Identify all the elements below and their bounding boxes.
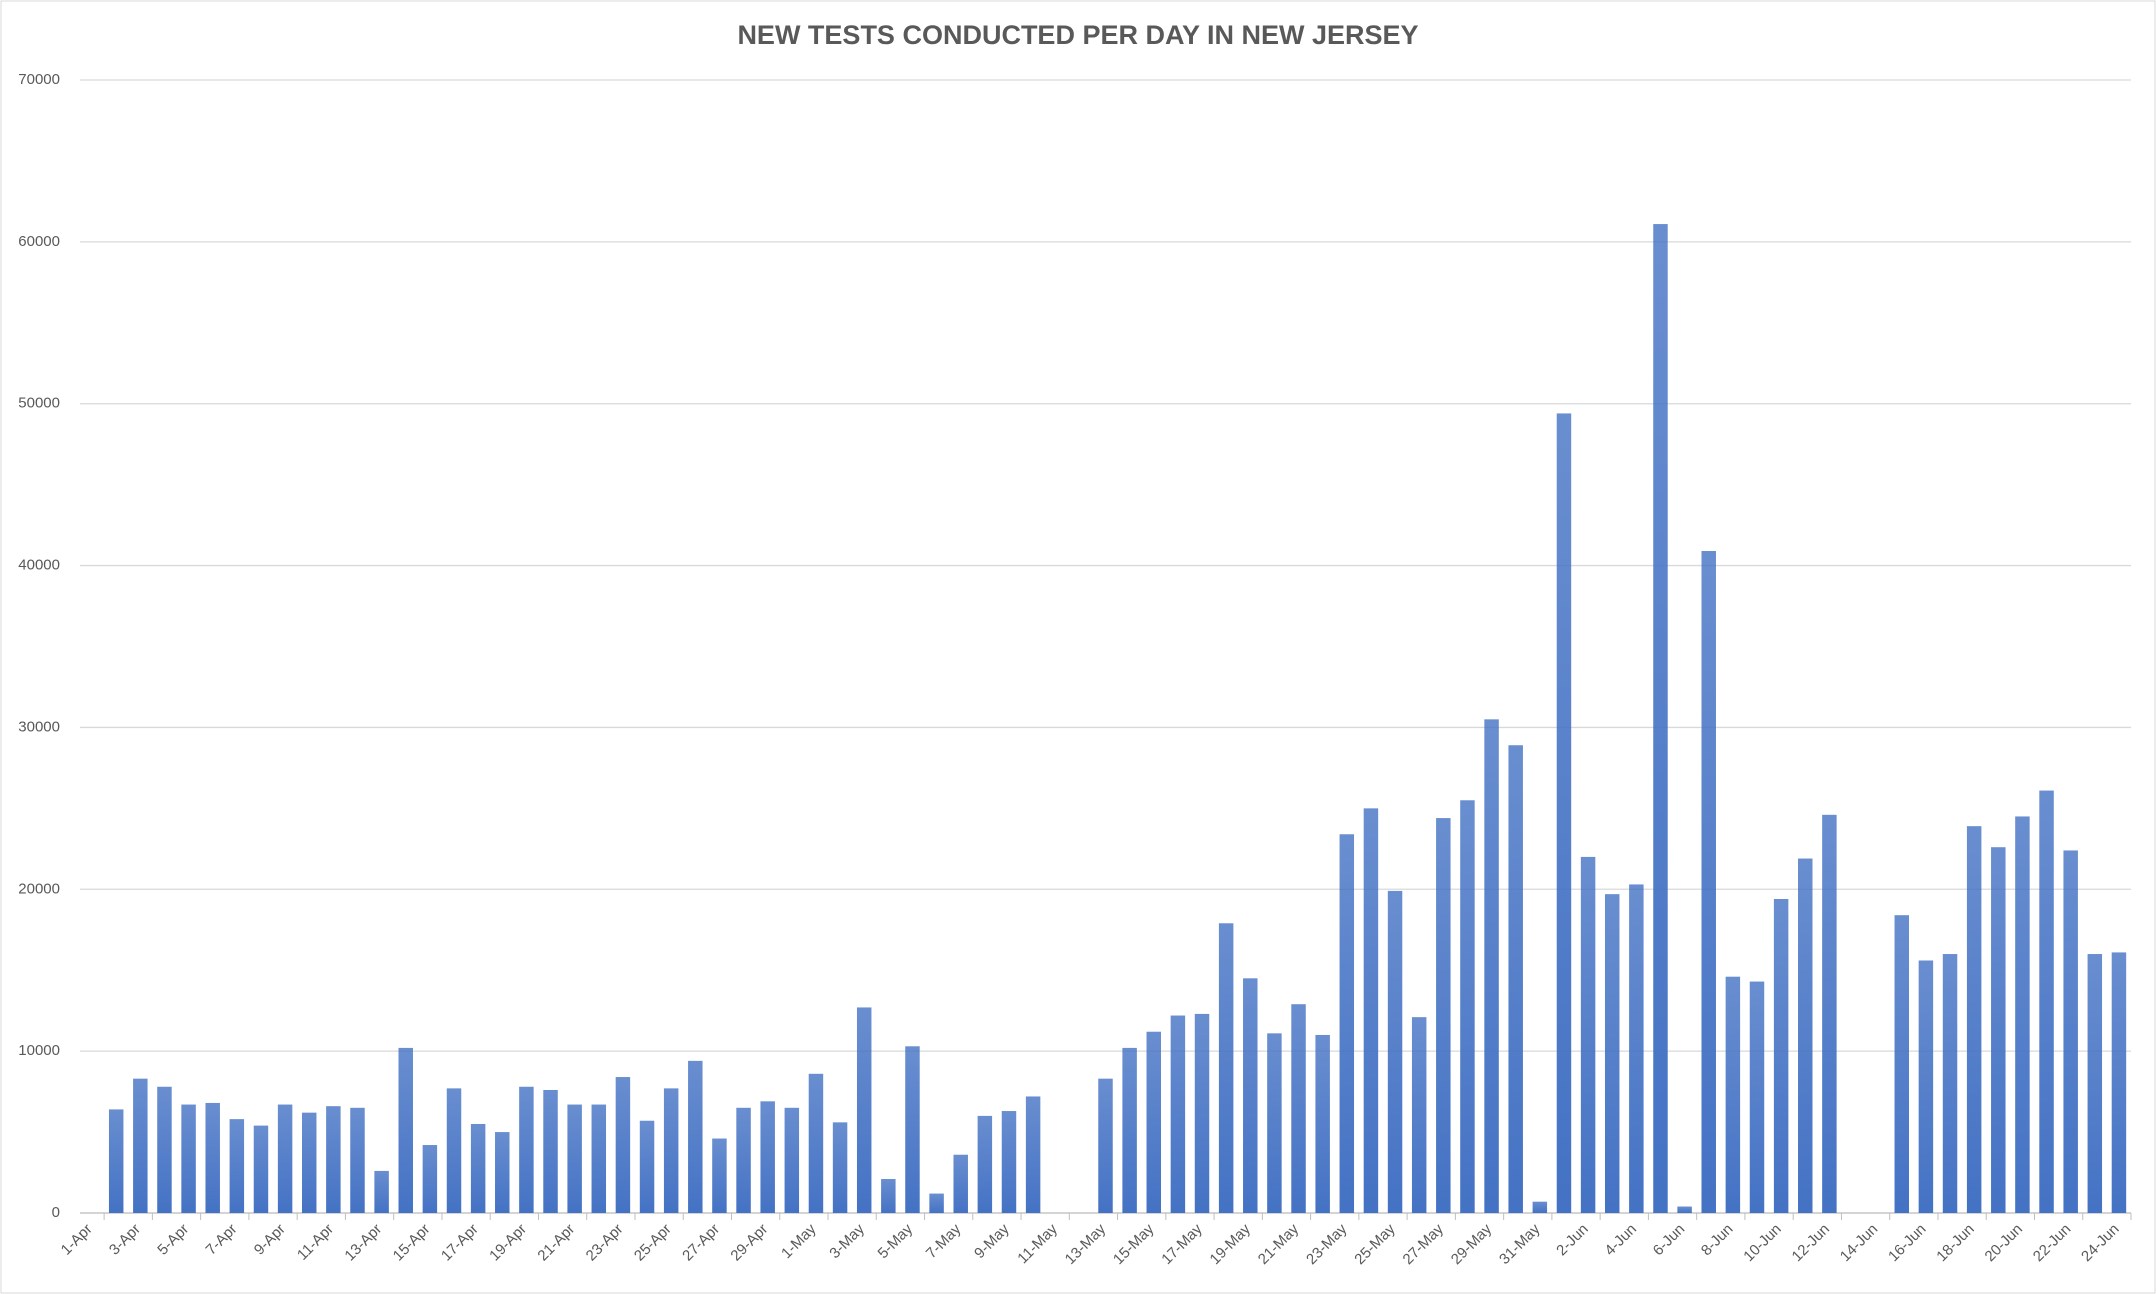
- bar: [108, 1109, 124, 1213]
- bar: [1315, 1034, 1330, 1213]
- bar: [1556, 413, 1572, 1213]
- y-tick-label: 70000: [18, 71, 60, 88]
- bar: [1749, 981, 1765, 1213]
- y-tick-label: 60000: [18, 233, 60, 250]
- y-tick-label: 10000: [18, 1042, 60, 1059]
- bar: [1677, 1206, 1692, 1213]
- bar: [1411, 1017, 1427, 1213]
- bar: [1243, 978, 1258, 1213]
- bar: [1894, 915, 1910, 1213]
- bar: [1484, 719, 1499, 1213]
- bar: [1387, 890, 1403, 1213]
- bar: [205, 1102, 220, 1213]
- y-tick-label: 50000: [18, 395, 60, 412]
- bar: [832, 1122, 848, 1213]
- bar: [1122, 1047, 1137, 1213]
- bar: [1966, 826, 1982, 1213]
- bar: [1725, 976, 1741, 1213]
- bar: [422, 1145, 438, 1213]
- bar: [639, 1120, 655, 1213]
- bar: [1025, 1096, 1041, 1213]
- bar: [446, 1088, 462, 1213]
- bar: [808, 1073, 824, 1213]
- bar: [374, 1170, 389, 1213]
- bar: [1001, 1111, 1017, 1213]
- bar: [1532, 1201, 1548, 1213]
- bar: [1773, 898, 1789, 1213]
- bar: [1918, 960, 1934, 1213]
- y-tick-label: 40000: [18, 557, 60, 574]
- bar: [929, 1193, 944, 1213]
- bar: [1798, 858, 1813, 1213]
- bar: [1604, 894, 1620, 1213]
- bar: [977, 1115, 993, 1213]
- bar: [2063, 850, 2078, 1213]
- bar: [663, 1088, 679, 1213]
- bar: [2087, 954, 2103, 1213]
- bar: [1170, 1015, 1186, 1213]
- y-tick-label: 0: [52, 1204, 60, 1221]
- bar: [881, 1179, 896, 1213]
- y-tick-label: 30000: [18, 718, 60, 735]
- bar: [157, 1086, 172, 1213]
- bar: [736, 1107, 751, 1213]
- bar: [350, 1107, 365, 1213]
- bar: [905, 1046, 920, 1213]
- bar: [1098, 1078, 1113, 1213]
- bar: [495, 1132, 510, 1213]
- bar: [1822, 814, 1837, 1213]
- bar: [229, 1119, 245, 1213]
- bar: [1460, 800, 1475, 1213]
- bar: [2015, 816, 2030, 1213]
- bar: [856, 1007, 872, 1213]
- bar: [1218, 923, 1234, 1213]
- chart-title: NEW TESTS CONDUCTED PER DAY IN NEW JERSE…: [737, 20, 1418, 50]
- bar: [1629, 884, 1644, 1213]
- bar: [1991, 847, 2006, 1213]
- bar: [2039, 790, 2054, 1213]
- bar: [1194, 1013, 1210, 1213]
- bar: [712, 1138, 727, 1213]
- bar: [1339, 834, 1355, 1213]
- bar: [1653, 224, 1668, 1213]
- bar: [1291, 1004, 1306, 1213]
- bar: [1508, 745, 1523, 1213]
- bar: [519, 1086, 534, 1213]
- bar: [1942, 954, 1958, 1213]
- bar: [326, 1106, 341, 1213]
- bar: [688, 1060, 703, 1213]
- bar: [1436, 818, 1451, 1213]
- bar: [253, 1125, 269, 1213]
- bar: [953, 1154, 968, 1213]
- bar: [591, 1104, 607, 1213]
- bar: [1580, 856, 1596, 1213]
- bar: [543, 1089, 558, 1213]
- bar: [615, 1077, 631, 1213]
- bar: [760, 1101, 775, 1213]
- bar: [301, 1112, 317, 1213]
- bar: [784, 1107, 800, 1213]
- bar: [1701, 551, 1716, 1213]
- bar: [398, 1047, 413, 1213]
- bar: [2111, 952, 2127, 1213]
- bar: [470, 1123, 486, 1213]
- bar: [133, 1078, 148, 1213]
- bar: [1363, 808, 1379, 1213]
- bar: [567, 1104, 582, 1213]
- y-tick-label: 20000: [18, 880, 60, 897]
- bar: [1146, 1031, 1161, 1213]
- bar: [1267, 1033, 1282, 1213]
- bar: [277, 1104, 293, 1213]
- bar: [181, 1104, 196, 1213]
